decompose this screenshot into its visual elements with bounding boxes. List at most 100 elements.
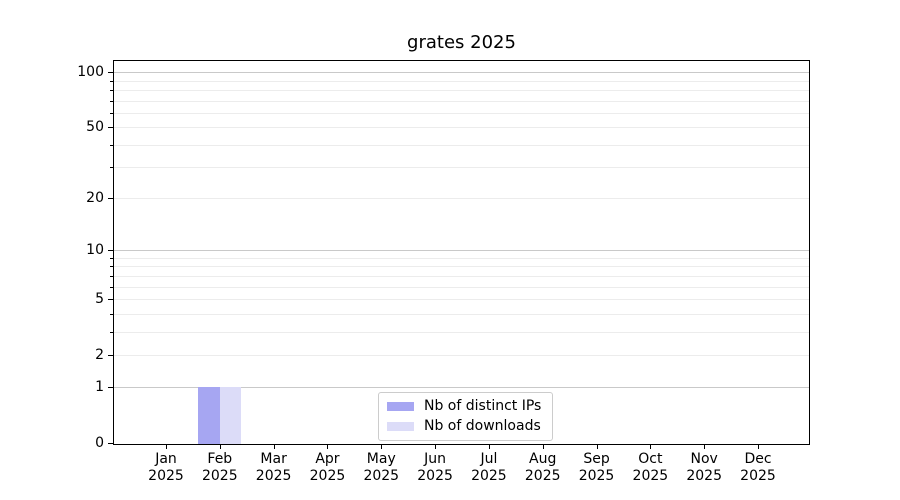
x-tick-label-line: 2025	[632, 468, 669, 484]
gridline-minor	[114, 313, 809, 315]
x-tick-label: Jan 2025	[136, 451, 196, 485]
y-tick-major	[108, 387, 113, 389]
chart-title: grates 2025	[407, 32, 516, 53]
legend-label-downloads: Nb of downloads	[424, 418, 541, 434]
legend-swatch-downloads	[387, 422, 414, 431]
x-tick-label-line: 2025	[148, 468, 184, 484]
x-tick-label: Jul 2025	[459, 451, 519, 485]
y-tick-minor	[110, 313, 113, 315]
x-tick	[166, 445, 167, 449]
x-tick-label-line: 2025	[201, 468, 238, 484]
x-tick-label-line: Mar	[260, 451, 287, 467]
x-tick-label-line: 2025	[417, 468, 453, 484]
x-tick-label-line: Jan	[155, 451, 177, 467]
y-tick-minor	[110, 286, 113, 288]
x-tick-label-line: 2025	[471, 468, 507, 484]
gridline-minor	[114, 144, 809, 146]
x-tick-label-line: Nov	[690, 451, 718, 467]
x-tick-label-line: 2025	[686, 468, 722, 484]
x-tick	[704, 445, 706, 449]
gridline-minor	[114, 198, 809, 200]
plot-area	[113, 60, 810, 445]
x-tick-label-line: 2025	[740, 468, 776, 484]
x-tick-label-line: Feb	[207, 451, 233, 467]
y-tick-minor	[110, 331, 113, 333]
y-tick-label: 50	[86, 119, 104, 136]
gridline-minor	[114, 112, 809, 114]
x-tick-label: Apr 2025	[297, 451, 357, 485]
x-tick	[381, 445, 383, 449]
x-tick-label: Aug 2025	[513, 451, 573, 485]
legend-swatch-distinct-ips	[387, 402, 414, 411]
x-tick	[596, 445, 598, 449]
x-tick-label: Jun 2025	[405, 451, 465, 485]
legend-item-downloads: Nb of downloads	[387, 418, 541, 435]
x-tick-label: Oct 2025	[620, 451, 680, 485]
y-tick-label: 5	[95, 291, 104, 308]
x-tick	[488, 445, 490, 449]
gridline-minor	[114, 80, 809, 82]
x-tick-label-line: Aug	[529, 451, 557, 467]
y-tick-minor	[110, 266, 113, 268]
legend: Nb of distinct IPs Nb of downloads	[378, 392, 554, 441]
x-tick	[650, 445, 652, 449]
gridline-minor	[114, 100, 809, 102]
x-tick	[327, 445, 329, 449]
y-tick-major	[108, 250, 113, 252]
y-tick-major	[108, 354, 113, 356]
x-tick-label: Feb 2025	[190, 451, 250, 485]
x-tick	[758, 445, 759, 449]
gridline-major	[114, 250, 809, 252]
x-tick-label-line: Oct	[638, 451, 663, 467]
x-tick-label-line: May	[366, 451, 396, 467]
y-tick-minor	[110, 89, 113, 91]
y-tick-label: 0	[95, 435, 104, 451]
y-tick-major	[108, 299, 113, 301]
gridline-minor	[114, 299, 809, 301]
gridline-minor	[114, 89, 809, 91]
x-tick-label-line: Sep	[583, 451, 610, 467]
y-tick-minor	[110, 144, 113, 146]
y-tick-minor	[110, 112, 113, 114]
gridline-minor	[114, 258, 809, 259]
y-tick-label: 1	[95, 379, 104, 396]
x-tick-label-line: 2025	[363, 468, 400, 484]
x-tick-label: Nov 2025	[674, 451, 734, 485]
x-tick	[435, 445, 437, 449]
x-tick	[542, 445, 544, 449]
y-tick-minor	[110, 100, 113, 102]
x-tick-label-line: Dec	[744, 451, 772, 467]
x-tick	[273, 445, 275, 449]
gridline-minor	[114, 354, 809, 356]
x-tick-label-line: 2025	[255, 468, 292, 484]
y-tick-minor	[110, 80, 113, 82]
x-tick-label-line: Jul	[480, 451, 498, 467]
y-tick-minor	[110, 275, 113, 277]
y-tick-minor	[110, 167, 113, 169]
gridline-major	[114, 72, 809, 74]
y-tick-label: 20	[86, 190, 104, 207]
gridline-minor	[114, 167, 809, 169]
y-tick-label: 2	[95, 346, 104, 363]
y-tick-label: 10	[86, 242, 104, 259]
x-tick-label: Sep 2025	[567, 451, 627, 485]
bar-downloads	[219, 387, 242, 444]
gridline-minor	[114, 275, 809, 277]
y-tick-minor	[110, 258, 113, 259]
gridline-minor	[114, 266, 809, 268]
x-tick	[219, 445, 221, 449]
x-tick-label-line: Jun	[424, 451, 447, 467]
gridline-major	[114, 387, 809, 389]
y-tick-major	[108, 127, 113, 129]
x-tick-label: Dec 2025	[728, 451, 788, 485]
legend-label-distinct-ips: Nb of distinct IPs	[424, 398, 542, 414]
gridline-minor	[114, 127, 809, 129]
y-tick-major	[108, 198, 113, 200]
legend-item-distinct-ips: Nb of distinct IPs	[387, 398, 541, 415]
gridline-minor	[114, 331, 809, 333]
y-tick-label: 100	[77, 64, 104, 81]
x-tick-label-line: Apr	[315, 451, 340, 467]
x-tick-label-line: 2025	[309, 468, 346, 484]
y-tick-major	[108, 72, 113, 74]
